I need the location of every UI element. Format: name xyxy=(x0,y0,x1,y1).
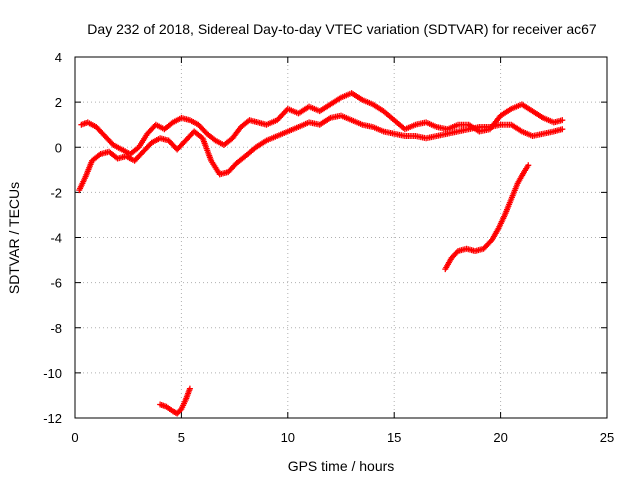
x-axis-title: GPS time / hours xyxy=(288,458,395,474)
track-a-point xyxy=(559,126,566,133)
y-tick-label: -6 xyxy=(50,276,62,291)
y-tick-label: -8 xyxy=(50,321,62,336)
y-tick-label: -10 xyxy=(43,366,62,381)
y-tick-label: -4 xyxy=(50,231,62,246)
y-tick-label: -12 xyxy=(43,411,62,426)
y-tick-label: 0 xyxy=(55,140,62,155)
track-d-point xyxy=(186,385,193,392)
y-tick-label: -2 xyxy=(50,185,62,200)
x-tick-label: 15 xyxy=(387,430,401,445)
x-tick-label: 0 xyxy=(71,430,78,445)
y-axis-title: SDTVAR / TECUs xyxy=(6,182,22,294)
data-points xyxy=(76,90,566,417)
grid xyxy=(75,57,607,418)
y-tick-label: 4 xyxy=(55,50,62,65)
chart-title: Day 232 of 2018, Sidereal Day-to-day VTE… xyxy=(87,21,597,37)
y-tick-label: 2 xyxy=(55,95,62,110)
x-tick-label: 5 xyxy=(178,430,185,445)
track-b-point xyxy=(559,117,566,124)
x-tick-label: 20 xyxy=(493,430,507,445)
track-c-point xyxy=(525,162,532,169)
x-tick-label: 10 xyxy=(281,430,295,445)
x-tick-label: 25 xyxy=(600,430,614,445)
